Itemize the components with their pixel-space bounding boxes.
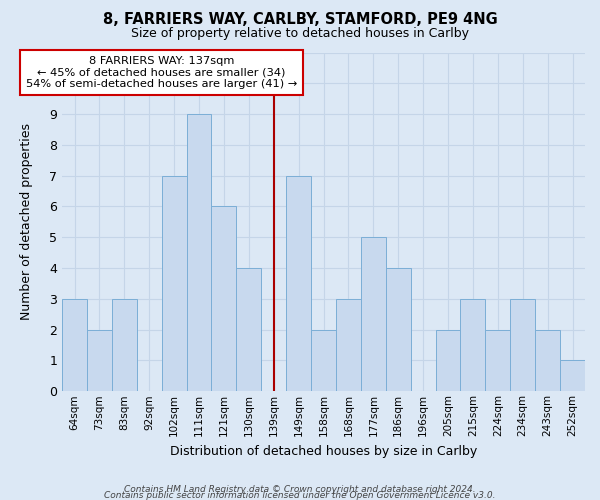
Bar	[386, 268, 410, 392]
Bar	[535, 330, 560, 392]
Bar	[311, 330, 336, 392]
Text: Contains HM Land Registry data © Crown copyright and database right 2024.: Contains HM Land Registry data © Crown c…	[124, 485, 476, 494]
Bar	[485, 330, 510, 392]
Bar	[187, 114, 211, 392]
Bar	[87, 330, 112, 392]
Bar	[460, 299, 485, 392]
Bar	[336, 299, 361, 392]
Bar	[112, 299, 137, 392]
Text: Size of property relative to detached houses in Carlby: Size of property relative to detached ho…	[131, 28, 469, 40]
X-axis label: Distribution of detached houses by size in Carlby: Distribution of detached houses by size …	[170, 444, 477, 458]
Bar	[361, 238, 386, 392]
Y-axis label: Number of detached properties: Number of detached properties	[20, 124, 33, 320]
Text: 8, FARRIERS WAY, CARLBY, STAMFORD, PE9 4NG: 8, FARRIERS WAY, CARLBY, STAMFORD, PE9 4…	[103, 12, 497, 28]
Bar	[510, 299, 535, 392]
Bar	[436, 330, 460, 392]
Bar	[236, 268, 261, 392]
Bar	[560, 360, 585, 392]
Bar	[211, 206, 236, 392]
Text: Contains public sector information licensed under the Open Government Licence v3: Contains public sector information licen…	[104, 491, 496, 500]
Text: 8 FARRIERS WAY: 137sqm
← 45% of detached houses are smaller (34)
54% of semi-det: 8 FARRIERS WAY: 137sqm ← 45% of detached…	[26, 56, 297, 89]
Bar	[161, 176, 187, 392]
Bar	[286, 176, 311, 392]
Bar	[62, 299, 87, 392]
